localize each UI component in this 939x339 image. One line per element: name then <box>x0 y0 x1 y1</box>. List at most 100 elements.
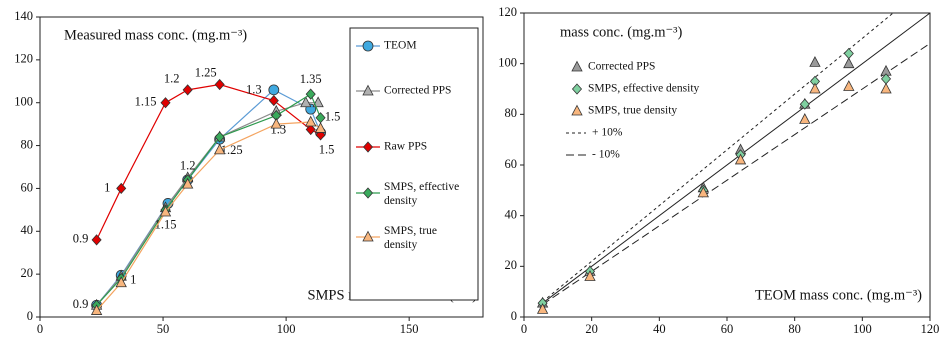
point-label: 0.9 <box>73 297 89 311</box>
marker <box>880 82 892 94</box>
marker <box>159 205 172 217</box>
marker <box>799 98 810 110</box>
marker <box>214 78 225 91</box>
marker <box>268 94 279 107</box>
marker <box>182 177 194 189</box>
point-label: 1.15 <box>135 95 157 109</box>
series-line <box>96 121 321 311</box>
marker <box>300 96 312 108</box>
legend-label: TEOM <box>384 40 417 52</box>
series-line <box>96 93 322 306</box>
marker <box>305 123 316 136</box>
y-tick-label: 20 <box>505 258 518 272</box>
reference-line <box>542 42 931 305</box>
marker <box>734 153 747 165</box>
reference-line <box>542 12 894 303</box>
legend-label-line: SMPS, effective <box>384 181 462 193</box>
point-label: 1.2 <box>164 72 180 86</box>
y-tick-label: 60 <box>21 180 34 194</box>
marker <box>182 84 193 96</box>
legend-label: Raw PPS <box>384 141 427 153</box>
point-label: 1 <box>130 272 136 286</box>
marker <box>571 83 583 95</box>
marker <box>362 84 374 96</box>
legend-label: Corrected PPS <box>384 85 451 97</box>
marker <box>809 56 821 67</box>
marker <box>91 234 102 246</box>
y-tick-label: 0 <box>27 309 33 323</box>
y-tick-label: 60 <box>505 157 518 171</box>
marker <box>843 80 855 91</box>
point-label: 0.9 <box>73 232 89 246</box>
legend-label: + 10% <box>592 127 623 139</box>
series-line <box>96 83 321 241</box>
y-tick-label: 40 <box>21 223 34 237</box>
x-tick-label: 80 <box>788 322 801 336</box>
x-tick-label: 0 <box>37 322 43 336</box>
marker <box>362 141 374 153</box>
reference-line <box>542 12 931 304</box>
y-tick-label: 100 <box>14 95 33 109</box>
marker <box>213 143 226 155</box>
marker <box>315 112 326 124</box>
marker <box>362 187 374 199</box>
point-label: 1.5 <box>319 143 335 157</box>
legend-label: SMPS, true density <box>588 105 677 117</box>
marker <box>571 104 583 116</box>
x-axis-label: TEOM mass conc. (mg.m⁻³) <box>755 287 922 303</box>
plot-frame <box>39 16 484 318</box>
marker <box>160 97 171 109</box>
marker <box>314 122 327 133</box>
x-tick-label: 100 <box>277 322 296 336</box>
marker <box>115 276 127 288</box>
legend-label: SMPS, effective density <box>588 83 700 95</box>
y-tick-label: 40 <box>505 208 518 222</box>
marker <box>697 186 709 198</box>
series-line <box>96 102 319 306</box>
marker <box>268 84 280 96</box>
point-label: 1.5 <box>325 110 341 124</box>
x-tick-label: 50 <box>157 322 170 336</box>
marker <box>809 82 821 94</box>
marker <box>843 47 854 60</box>
x-tick-label: 150 <box>400 322 419 336</box>
chart-title: Measured mass conc. (mg.m⁻³) <box>64 27 247 43</box>
x-tick-label: 120 <box>921 322 939 336</box>
marker <box>116 182 127 195</box>
marker <box>270 117 282 129</box>
y-tick-label: 140 <box>14 9 33 23</box>
y-tick-label: 0 <box>511 309 517 323</box>
marker <box>305 88 316 100</box>
y-tick-label: 20 <box>21 266 34 280</box>
x-tick-label: 0 <box>521 322 527 336</box>
marker <box>362 40 374 52</box>
y-tick-label: 80 <box>505 106 518 120</box>
legend-label: - 10% <box>592 149 620 161</box>
y-tick-label: 120 <box>14 52 33 66</box>
y-tick-label: 120 <box>498 5 517 19</box>
legend-label-line: SMPS, true <box>384 225 440 237</box>
marker <box>362 230 374 242</box>
chart-title: mass conc. (mg.m⁻³) <box>560 24 683 40</box>
marker <box>536 303 549 314</box>
legend-label: SMPS, true density <box>384 225 440 251</box>
marker <box>571 60 583 72</box>
marker <box>843 57 855 69</box>
legend-label-line: density <box>384 239 417 251</box>
y-tick-label: 100 <box>498 56 517 70</box>
y-tick-label: 80 <box>21 137 34 151</box>
point-label: 1.2 <box>180 159 196 173</box>
point-label: 1 <box>104 180 110 194</box>
x-tick-label: 20 <box>585 322 598 336</box>
legend-box <box>349 27 479 301</box>
marker <box>584 270 596 281</box>
point-label: 1.25 <box>195 65 217 79</box>
x-tick-label: 40 <box>653 322 666 336</box>
legend-label: SMPS, effective density <box>384 181 462 207</box>
x-tick-label: 60 <box>721 322 734 336</box>
marker <box>90 304 103 315</box>
marker <box>799 113 811 124</box>
legend-label: Corrected PPS <box>588 61 655 73</box>
point-label: 1.3 <box>246 82 262 96</box>
